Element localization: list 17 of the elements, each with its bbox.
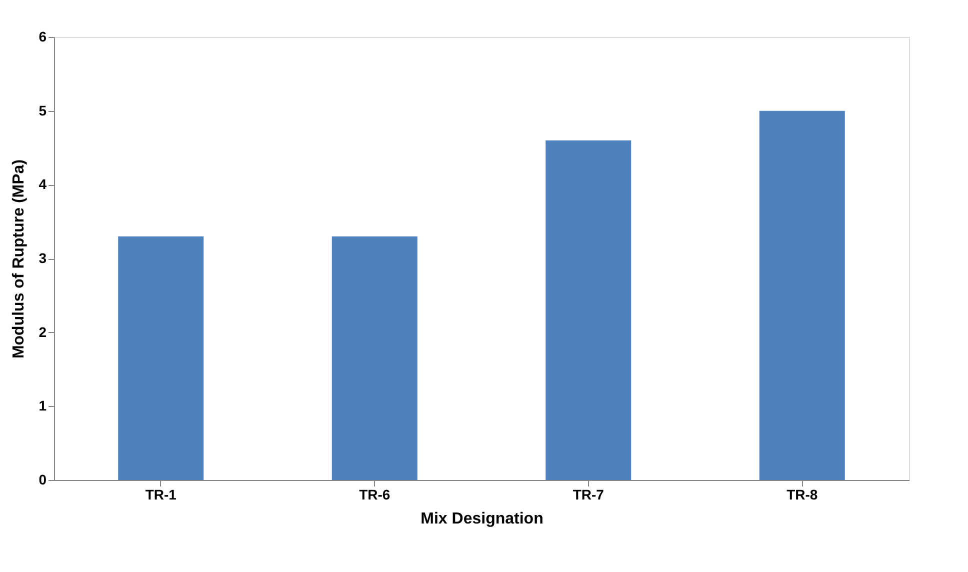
- bar: [759, 110, 845, 480]
- y-tick-label: 0: [38, 472, 47, 488]
- bar: [118, 236, 204, 480]
- x-tick-label: TR-8: [786, 486, 818, 502]
- y-tick-label: 6: [38, 28, 47, 44]
- y-tick-label: 1: [38, 398, 47, 414]
- y-axis-title: Modulus of Rupture (MPa): [10, 159, 28, 359]
- bar: [332, 236, 418, 480]
- y-tick-label: 3: [38, 250, 47, 266]
- y-tick-label: 5: [38, 102, 47, 118]
- bar: [546, 140, 632, 480]
- x-tick-label: TR-1: [145, 486, 177, 502]
- x-axis-title: Mix Designation: [420, 510, 544, 528]
- x-tick-label: TR-6: [359, 486, 390, 502]
- x-tick-label: TR-7: [572, 486, 604, 502]
- y-tick-label: 2: [38, 324, 47, 340]
- y-tick-label: 4: [38, 176, 47, 192]
